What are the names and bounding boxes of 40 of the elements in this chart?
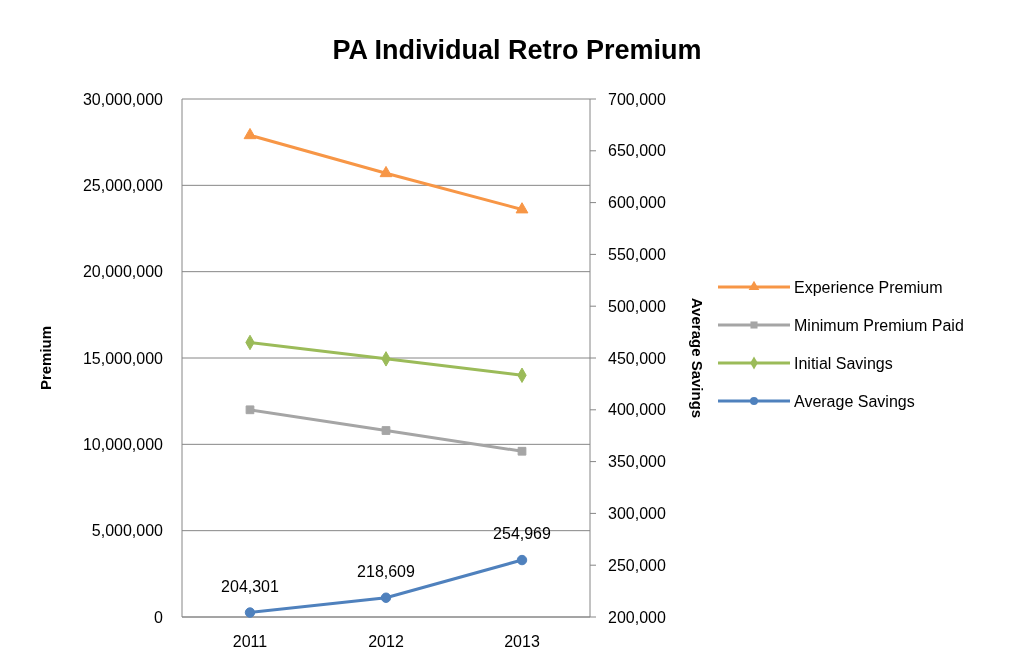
chart-title: PA Individual Retro Premium (332, 35, 702, 65)
y2-tick-label: 500,000 (608, 297, 666, 315)
point (245, 405, 255, 415)
data-label: 218,609 (357, 562, 416, 580)
x-tick-label: 2013 (504, 633, 540, 650)
point (516, 554, 528, 566)
data-label: 204,301 (221, 577, 280, 595)
point (515, 202, 529, 214)
y2-tick-label: 600,000 (608, 194, 666, 212)
y2-tick-label: 700,000 (608, 90, 666, 108)
y2-tick-label: 400,000 (608, 401, 666, 419)
y-tick-label: 20,000,000 (82, 263, 164, 281)
y2-tick-label: 250,000 (608, 556, 666, 574)
y2-axis-title: Average Savings (689, 297, 706, 419)
point (517, 446, 527, 456)
y-tick-label: 0 (154, 608, 164, 626)
y2-tick-label: 200,000 (608, 608, 666, 626)
y-tick-label: 10,000,000 (82, 435, 164, 453)
y-tick-label: 25,000,000 (82, 176, 164, 194)
x-tick-label: 2011 (232, 633, 268, 650)
legend-label: Minimum Premium Paid (794, 316, 964, 334)
y-tick-label: 15,000,000 (82, 349, 164, 367)
y2-tick-label: 550,000 (608, 246, 666, 263)
point (243, 127, 257, 140)
legend-label: Experience Premium (794, 278, 943, 296)
y-tick-label: 5,000,000 (91, 522, 164, 540)
y2-tick-label: 650,000 (608, 142, 666, 160)
y-axis-title: Premium (37, 325, 54, 391)
point (381, 426, 391, 435)
data-label: 254,969 (493, 525, 552, 543)
point (379, 165, 393, 178)
y2-tick-label: 350,000 (608, 453, 666, 471)
point (380, 592, 392, 603)
y-tick-label: 30,000,000 (82, 90, 164, 108)
legend-label: Initial Savings (794, 354, 893, 372)
y2-tick-label: 300,000 (608, 505, 666, 522)
y2-tick-label: 450,000 (608, 349, 666, 367)
point (244, 607, 256, 618)
x-tick-label: 2012 (368, 633, 404, 650)
legend-label: Average Savings (794, 392, 915, 410)
